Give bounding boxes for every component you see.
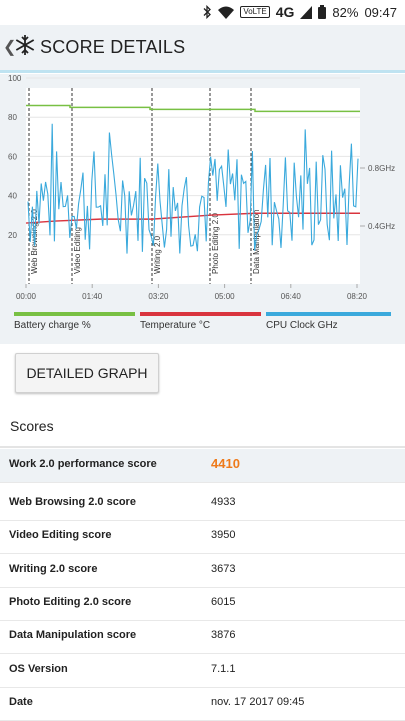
score-row-writing: Writing 2.0 score 3673 bbox=[0, 554, 405, 588]
section-label: Writing 2.0 bbox=[153, 235, 162, 274]
x-tick-label: 08:20 bbox=[347, 292, 368, 301]
legend-battery: Battery charge % bbox=[14, 312, 135, 336]
score-value: 3876 bbox=[211, 629, 236, 641]
x-tick-label: 05:00 bbox=[215, 292, 236, 301]
score-row-photo-editing: Photo Editing 2.0 score 6015 bbox=[0, 587, 405, 621]
signal-icon bbox=[300, 5, 313, 19]
battery-icon bbox=[318, 5, 327, 19]
score-row-video-editing: Video Editing score 3950 bbox=[0, 520, 405, 554]
x-tick-label: 03:20 bbox=[148, 292, 169, 301]
score-value: 6015 bbox=[211, 596, 236, 608]
score-row-web-browsing: Web Browsing 2.0 score 4933 bbox=[0, 487, 405, 521]
series-line-battery bbox=[26, 104, 360, 113]
page-title: SCORE DETAILS bbox=[40, 37, 186, 57]
score-value: 3950 bbox=[211, 529, 236, 541]
section-label: Photo Editing 2.0 bbox=[211, 213, 220, 274]
legend-temperature: Temperature °C bbox=[140, 312, 261, 336]
score-label: Video Editing score bbox=[9, 529, 112, 541]
detailed-graph-button[interactable]: DETAILED GRAPH bbox=[15, 353, 159, 393]
scores-heading: Scores bbox=[10, 418, 54, 434]
score-label: Photo Editing 2.0 score bbox=[9, 596, 132, 608]
graph-legend: Battery charge % Temperature °C CPU Cloc… bbox=[0, 312, 405, 336]
bluetooth-icon bbox=[203, 5, 212, 19]
legend-cpu-label: CPU Clock GHz bbox=[266, 320, 338, 331]
x-tick-label: 06:40 bbox=[281, 292, 302, 301]
score-label: OS Version bbox=[9, 663, 68, 675]
network-type: 4G bbox=[275, 4, 295, 20]
legend-temperature-label: Temperature °C bbox=[140, 320, 211, 331]
x-tick-label: 01:40 bbox=[82, 292, 103, 301]
score-value: 3673 bbox=[211, 563, 236, 575]
score-value: 7.1.1 bbox=[211, 663, 236, 675]
y-tick-label: 20 bbox=[8, 231, 17, 240]
score-label: Work 2.0 performance score bbox=[9, 458, 157, 470]
y-tick-label: 60 bbox=[8, 152, 17, 161]
clock: 09:47 bbox=[364, 4, 397, 20]
series-line-cpu-clock bbox=[27, 123, 359, 254]
status-bar: VoLTE 4G 82% 09:47 bbox=[0, 0, 405, 25]
score-row-work-performance: Work 2.0 performance score 4410 bbox=[0, 449, 405, 483]
back-chevron-icon[interactable]: ❮ bbox=[3, 39, 17, 56]
scores-divider bbox=[0, 446, 405, 448]
section-label: Video Editing bbox=[73, 227, 82, 274]
score-row-date: Date nov. 17 2017 09:45 bbox=[0, 687, 405, 721]
score-label: Date bbox=[9, 696, 33, 708]
snowflake-icon[interactable] bbox=[14, 34, 36, 56]
wifi-icon bbox=[218, 6, 235, 19]
legend-battery-label: Battery charge % bbox=[14, 320, 91, 331]
y-tick-label: 80 bbox=[8, 113, 17, 122]
y-tick-label: 100 bbox=[8, 74, 22, 83]
score-value: 4410 bbox=[211, 456, 240, 471]
score-value: nov. 17 2017 09:45 bbox=[211, 696, 305, 708]
section-label: Data Manipulation bbox=[252, 210, 261, 274]
score-value: 4933 bbox=[211, 496, 236, 508]
x-tick-label: 00:00 bbox=[16, 292, 37, 301]
status-icons: VoLTE 4G 82% 09:47 bbox=[203, 4, 397, 20]
legend-battery-swatch bbox=[14, 312, 135, 316]
score-row-os-version: OS Version 7.1.1 bbox=[0, 654, 405, 688]
score-label: Data Manipulation score bbox=[9, 629, 137, 641]
score-row-data-manipulation: Data Manipulation score 3876 bbox=[0, 620, 405, 654]
score-label: Web Browsing 2.0 score bbox=[9, 496, 136, 508]
legend-cpu: CPU Clock GHz bbox=[266, 312, 391, 336]
legend-cpu-swatch bbox=[266, 312, 391, 316]
battery-percent: 82% bbox=[332, 4, 359, 20]
graph-panel: 100 80 60 40 20 00:00 01:40 03:20 05:00 06:40 08:… bbox=[0, 74, 405, 344]
score-label: Writing 2.0 score bbox=[9, 563, 98, 575]
app-bar: ❮ SCORE DETAILS bbox=[0, 25, 405, 73]
score-graph: 100 80 60 40 20 00:00 01:40 03:20 05:00 06:40 08:… bbox=[8, 74, 395, 301]
y-tick-label: 40 bbox=[8, 192, 17, 201]
volte-badge: VoLTE bbox=[240, 6, 270, 18]
right-tick-label: 0.8GHz bbox=[368, 164, 395, 173]
legend-temperature-swatch bbox=[140, 312, 261, 316]
right-tick-label: 0.4GHz bbox=[368, 222, 395, 231]
